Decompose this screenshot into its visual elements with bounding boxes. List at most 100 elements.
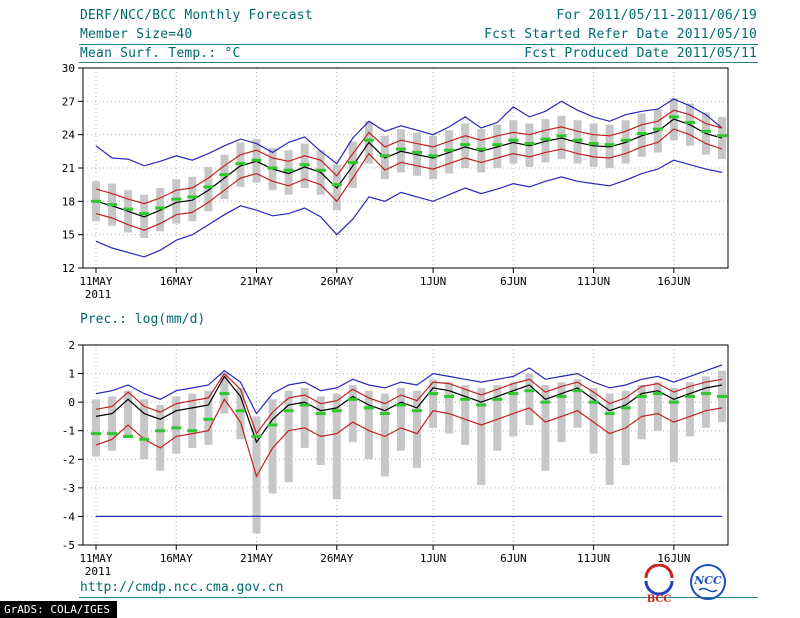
ensemble-max-line <box>95 98 723 167</box>
ensemble-spread-bar <box>589 387 598 454</box>
bcc-logo-blue-arc <box>644 580 674 596</box>
ensemble-mean-line <box>95 375 723 444</box>
ensemble-spread-bar <box>220 154 229 200</box>
y-tick-label: -3 <box>62 482 75 495</box>
ensemble-spread-bar <box>172 179 181 224</box>
y-tick-label: 30 <box>62 62 75 75</box>
temperature-chart-canvas: 12 15 18 21 24 27 30 11MAY 16MAY 21MAY 26MAY 1JUN 6J… <box>62 62 729 301</box>
bcc-logo: BCC <box>644 564 674 604</box>
ensemble-spread-bar <box>332 393 341 500</box>
ensemble-spread-bar <box>108 396 117 451</box>
ensemble-spread-bar <box>348 385 357 443</box>
x-tick-label: 11JUN <box>577 552 610 565</box>
y-tick-label: 21 <box>62 162 75 175</box>
y-tick-label: -4 <box>62 510 76 523</box>
temp-panel-label: Mean Surf. Temp.: °C <box>80 46 241 61</box>
ensemble-spread-bar <box>268 399 277 494</box>
ensemble-spread-bar <box>605 393 614 485</box>
ensemble-spread-bar <box>573 379 582 428</box>
ensemble-spread-bar <box>124 390 133 437</box>
x-tick-label: 21MAY <box>240 275 273 288</box>
ensemble-min-line <box>95 159 723 258</box>
mean-minus-std-line <box>95 398 723 478</box>
ensemble-spread-bar <box>493 385 502 451</box>
ensemble-spread-bar <box>188 393 197 448</box>
mean-minus-std-line <box>95 128 723 231</box>
ensemble-spread-bar <box>348 141 357 188</box>
ensemble-spread-bar <box>284 390 293 483</box>
x-tick-label: 1JUN <box>420 275 447 288</box>
header-divider-1 <box>79 44 758 45</box>
y-tick-label: 1 <box>68 368 75 381</box>
ensemble-spread-bar <box>477 387 486 485</box>
y-tick-label: 27 <box>62 95 75 108</box>
ensemble-spread-bar <box>461 385 470 445</box>
x-tick-label: 6JUN <box>500 275 527 288</box>
x-tick-label: 1JUN <box>420 552 447 565</box>
y-tick-label: 18 <box>62 195 75 208</box>
ensemble-spread-bar <box>653 382 662 431</box>
x-tick-label: 11MAY <box>79 552 112 565</box>
precip-panel-label: Prec.: log(mm/d) <box>80 312 206 327</box>
ncc-logo-label: NCC <box>693 574 722 587</box>
ensemble-spread-bar <box>445 382 454 434</box>
ensemble-spread-bar <box>509 382 518 437</box>
footer-divider <box>79 597 758 598</box>
ensemble-spread-bar <box>525 373 534 425</box>
y-tick-label: 2 <box>68 339 75 352</box>
refer-date-label: Fcst Started Refer Date 2011/05/10 <box>484 27 757 42</box>
source-url-text: http://cmdp.ncc.cma.gov.cn <box>80 580 284 595</box>
ensemble-spread-bar <box>701 376 710 428</box>
ensemble-spread-bar <box>92 399 100 457</box>
produced-date-label: Fcst Produced Date 2011/05/11 <box>524 46 757 61</box>
forecast-date-range: For 2011/05/11-2011/06/19 <box>556 8 757 23</box>
ensemble-spread-bar <box>172 396 181 454</box>
ensemble-spread-bar <box>316 396 325 465</box>
ensemble-spread-bar <box>156 405 165 471</box>
ensemble-spread-bar <box>396 387 405 451</box>
ensemble-spread-bar <box>188 176 197 222</box>
ensemble-spread-bar <box>669 387 678 463</box>
x-tick-label: 11MAY <box>79 275 112 288</box>
page-title: DERF/NCC/BCC Monthly Forecast <box>80 8 313 23</box>
ensemble-spread-bar <box>380 393 389 477</box>
ensemble-spread-bar <box>413 390 422 468</box>
x-tick-label: 16JUN <box>657 275 690 288</box>
ensemble-spread-bar <box>637 385 646 440</box>
ncc-logo: NCC <box>690 564 726 600</box>
grads-credit-stamp: GrADS: COLA/IGES <box>0 601 117 618</box>
x-tick-label: 16MAY <box>160 275 193 288</box>
header-divider-2 <box>79 62 758 63</box>
y-tick-label: -2 <box>62 453 75 466</box>
x-tick-label: 16MAY <box>160 552 193 565</box>
x-year-label: 2011 <box>85 565 112 578</box>
axis-box <box>82 344 729 546</box>
x-tick-label: 26MAY <box>320 275 353 288</box>
ensemble-spread-bar <box>557 382 566 443</box>
ensemble-spread-bar <box>300 387 309 448</box>
ensemble-spread-bar <box>140 399 149 460</box>
y-tick-label: 24 <box>62 129 76 142</box>
y-tick-label: 15 <box>62 229 75 242</box>
y-tick-label: -1 <box>62 425 75 438</box>
bcc-logo-red-arc <box>644 564 674 579</box>
ensemble-mean-line <box>95 118 723 218</box>
mean-plus-std-line <box>95 372 723 435</box>
ensemble-spread-bar <box>541 385 550 471</box>
ensemble-spread-bar <box>204 166 213 212</box>
bcc-logo-label: BCC <box>647 594 672 604</box>
precipitation-chart-canvas: -5 -4 -3 -2 -1 0 1 2 11MAY 16MAY 21MAY 26MAY 1JUN 6JU… <box>62 339 729 578</box>
y-tick-label: -5 <box>62 539 75 552</box>
y-tick-label: 0 <box>68 396 75 409</box>
ensemble-spread-bar <box>236 387 245 440</box>
mean-plus-std-line <box>95 109 723 205</box>
x-year-label: 2011 <box>85 288 112 301</box>
ensemble-spread-bar <box>284 150 293 195</box>
x-tick-label: 21MAY <box>240 552 273 565</box>
x-tick-label: 16JUN <box>657 552 690 565</box>
ensemble-spread-bar <box>429 379 438 428</box>
x-tick-label: 6JUN <box>500 552 527 565</box>
x-tick-label: 26MAY <box>320 552 353 565</box>
x-tick-label: 11JUN <box>577 275 610 288</box>
